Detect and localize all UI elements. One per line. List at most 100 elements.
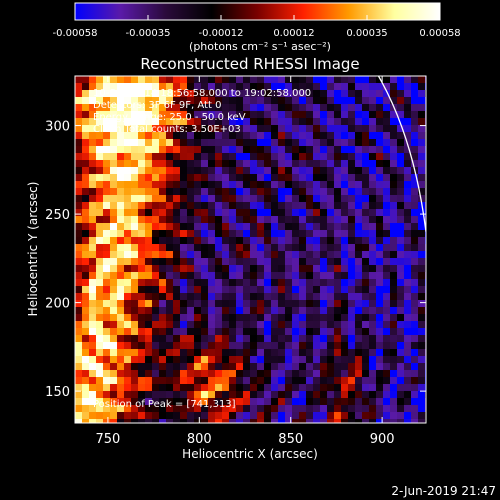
heatmap-cell bbox=[313, 384, 321, 392]
heatmap-cell bbox=[390, 139, 398, 147]
heatmap-cell bbox=[341, 139, 349, 147]
heatmap-cell bbox=[96, 251, 104, 259]
heatmap-cell bbox=[173, 314, 181, 322]
heatmap-cell bbox=[180, 342, 188, 350]
heatmap-cell bbox=[404, 412, 412, 420]
heatmap-cell bbox=[215, 335, 223, 343]
heatmap-cell bbox=[376, 216, 384, 224]
heatmap-cell bbox=[89, 370, 97, 378]
heatmap-cell bbox=[320, 181, 328, 189]
heatmap-cell bbox=[159, 286, 167, 294]
heatmap-cell bbox=[355, 83, 363, 91]
heatmap-cell bbox=[131, 104, 139, 112]
heatmap-cell bbox=[215, 321, 223, 329]
heatmap-cell bbox=[82, 251, 90, 259]
heatmap-cell bbox=[96, 384, 104, 392]
heatmap-cell bbox=[411, 293, 419, 301]
heatmap-cell bbox=[145, 272, 153, 280]
heatmap-cell bbox=[194, 419, 202, 423]
heatmap-cell bbox=[145, 244, 153, 252]
heatmap-cell bbox=[404, 230, 412, 238]
heatmap-cell bbox=[131, 153, 139, 161]
heatmap-cell bbox=[411, 90, 419, 98]
heatmap-cell bbox=[369, 139, 377, 147]
heatmap-cell bbox=[82, 384, 90, 392]
heatmap-cell bbox=[222, 286, 230, 294]
heatmap-cell bbox=[313, 160, 321, 168]
heatmap-cell bbox=[243, 174, 251, 182]
heatmap-cell bbox=[75, 237, 83, 245]
heatmap-cell bbox=[138, 111, 146, 119]
heatmap-cell bbox=[348, 146, 356, 154]
heatmap-cell bbox=[299, 279, 307, 287]
heatmap-cell bbox=[194, 370, 202, 378]
heatmap-cell bbox=[187, 202, 195, 210]
heatmap-cell bbox=[355, 265, 363, 273]
heatmap-cell bbox=[397, 188, 405, 196]
heatmap-cell bbox=[110, 384, 118, 392]
heatmap-cell bbox=[383, 97, 391, 105]
heatmap-cell bbox=[362, 335, 370, 343]
heatmap-cell bbox=[292, 391, 300, 399]
heatmap-cell bbox=[117, 90, 125, 98]
heatmap-cell bbox=[341, 195, 349, 203]
heatmap-cell bbox=[110, 370, 118, 378]
heatmap-cell bbox=[285, 328, 293, 336]
heatmap-cell bbox=[404, 314, 412, 322]
heatmap-cell bbox=[390, 181, 398, 189]
heatmap-cell bbox=[138, 160, 146, 168]
heatmap-cell bbox=[257, 230, 265, 238]
heatmap-cell bbox=[201, 279, 209, 287]
heatmap-cell bbox=[320, 335, 328, 343]
heatmap-cell bbox=[89, 230, 97, 238]
heatmap-cell bbox=[362, 83, 370, 91]
heatmap-cell bbox=[236, 314, 244, 322]
heatmap-cell bbox=[278, 195, 286, 203]
heatmap-cell bbox=[341, 181, 349, 189]
heatmap-cell bbox=[390, 265, 398, 273]
heatmap-cell bbox=[131, 118, 139, 126]
heatmap-cell bbox=[138, 90, 146, 98]
heatmap-cell bbox=[299, 265, 307, 273]
heatmap-cell bbox=[376, 209, 384, 217]
heatmap-cell bbox=[180, 314, 188, 322]
heatmap-cell bbox=[208, 398, 216, 406]
heatmap-cell bbox=[348, 265, 356, 273]
heatmap-cell bbox=[404, 237, 412, 245]
heatmap-cell bbox=[166, 76, 174, 84]
heatmap-cell bbox=[75, 83, 83, 91]
heatmap-cell bbox=[222, 188, 230, 196]
heatmap-cell bbox=[117, 181, 125, 189]
heatmap-cell bbox=[404, 342, 412, 350]
heatmap-cell bbox=[75, 188, 83, 196]
heatmap-cell bbox=[236, 125, 244, 133]
heatmap-cell bbox=[145, 370, 153, 378]
heatmap-cell bbox=[257, 251, 265, 259]
heatmap-cell bbox=[187, 412, 195, 420]
heatmap-cell bbox=[131, 300, 139, 308]
heatmap-cell bbox=[341, 412, 349, 420]
heatmap-cell bbox=[341, 223, 349, 231]
heatmap-cell bbox=[152, 167, 160, 175]
heatmap-cell bbox=[306, 335, 314, 343]
heatmap-cell bbox=[264, 160, 272, 168]
heatmap-cell bbox=[229, 90, 237, 98]
heatmap-cell bbox=[341, 97, 349, 105]
heatmap-cell bbox=[145, 125, 153, 133]
heatmap-cell bbox=[222, 153, 230, 161]
heatmap-cell bbox=[348, 174, 356, 182]
heatmap-cell bbox=[180, 132, 188, 140]
heatmap-cell bbox=[180, 83, 188, 91]
heatmap-cell bbox=[250, 160, 258, 168]
heatmap-cell bbox=[117, 146, 125, 154]
heatmap-cell bbox=[222, 97, 230, 105]
heatmap-cell bbox=[222, 356, 230, 364]
heatmap-cell bbox=[285, 181, 293, 189]
heatmap-cell bbox=[313, 398, 321, 406]
heatmap-cell bbox=[236, 356, 244, 364]
heatmap-cell bbox=[117, 104, 125, 112]
heatmap-cell bbox=[236, 391, 244, 399]
heatmap-cell bbox=[236, 377, 244, 385]
heatmap-cell bbox=[215, 377, 223, 385]
